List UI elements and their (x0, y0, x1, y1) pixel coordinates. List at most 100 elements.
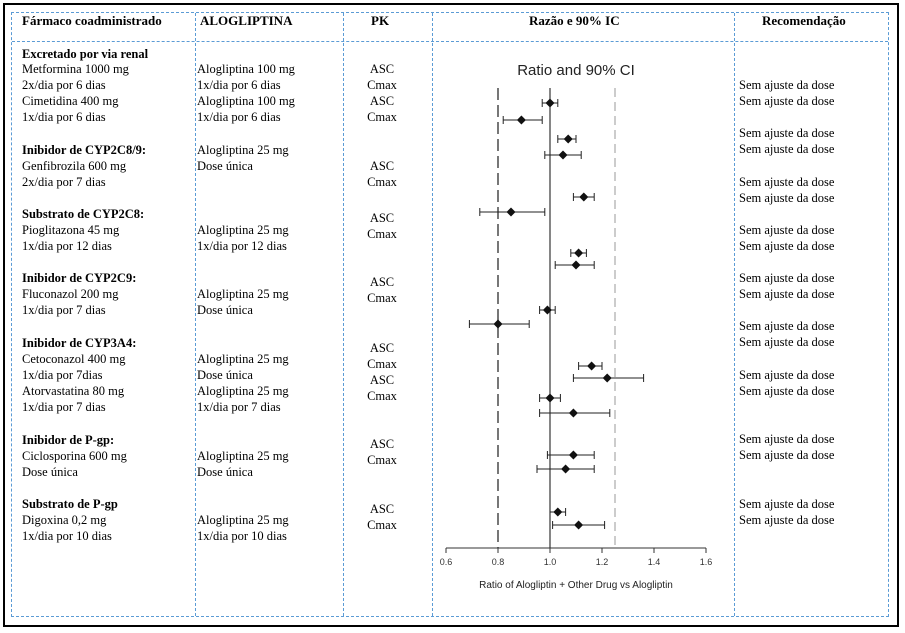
pk-cell: ASC (369, 94, 395, 108)
ci-marker (539, 393, 561, 403)
x-axis-label: Ratio of Alogliptin + Other Drug vs Alog… (479, 580, 673, 591)
recommendation-cell: Sem ajuste da dose (739, 287, 835, 301)
alogliptin-cell: Dose única (197, 368, 253, 382)
ci-marker (578, 361, 603, 371)
x-tick-label: 1.6 (700, 557, 713, 567)
pk-cell: Cmax (367, 518, 397, 532)
recommendation-cell: Sem ajuste da dose (739, 126, 835, 140)
point-estimate (574, 520, 584, 530)
pk-cell: Cmax (367, 291, 397, 305)
drug-cell: Fluconazol 200 mg (22, 287, 119, 301)
recommendation-cell: Sem ajuste da dose (739, 335, 835, 349)
alogliptin-cell: 1x/dia por 6 dias (197, 110, 281, 124)
drug-cell: Cetoconazol 400 mg (22, 352, 126, 366)
recommendation-cell: Sem ajuste da dose (739, 432, 835, 446)
pk-cell: ASC (369, 275, 395, 289)
recommendation-cell: Sem ajuste da dose (739, 448, 835, 462)
pk-cell: ASC (369, 341, 395, 355)
ci-marker (554, 260, 595, 270)
alogliptin-cell: Alogliptina 25 mg (197, 287, 289, 301)
drug-cell: 1x/dia por 12 dias (22, 239, 112, 253)
column-divider (343, 13, 344, 616)
header-coadministered-drug: Fármaco coadministrado (22, 13, 162, 28)
recommendation-cell: Sem ajuste da dose (739, 368, 835, 382)
alogliptin-cell: Dose única (197, 159, 253, 173)
x-tick-label: 1.4 (648, 557, 661, 567)
recommendation-cell: Sem ajuste da dose (739, 513, 835, 527)
drug-cell: 1x/dia por 10 dias (22, 529, 112, 543)
drug-cell: Pioglitazona 45 mg (22, 223, 120, 237)
group-title: Inibidor de CYP2C8/9: (22, 143, 147, 157)
drug-cell: 1x/dia por 7 dias (22, 303, 106, 317)
recommendation-cell: Sem ajuste da dose (739, 175, 835, 189)
ci-marker (552, 520, 606, 530)
header-pk: PK (371, 13, 390, 28)
group-title: Excretado por via renal (22, 47, 149, 61)
point-estimate (493, 319, 503, 329)
drug-cell: Metformina 1000 mg (22, 62, 129, 76)
ci-marker (557, 134, 577, 144)
alogliptin-cell: 1x/dia por 12 dias (197, 239, 287, 253)
drug-cell: 1x/dia por 7dias (22, 368, 103, 382)
x-tick-label: 1.0 (544, 557, 557, 567)
recommendation-cell: Sem ajuste da dose (739, 239, 835, 253)
alogliptin-cell: 1x/dia por 6 dias (197, 78, 281, 92)
ci-marker (572, 192, 595, 202)
ci-marker (549, 507, 567, 517)
group-title: Substrato de P-gp (22, 497, 118, 511)
header-ratio-ci: Razão e 90% IC (529, 13, 620, 28)
recommendation-cell: Sem ajuste da dose (739, 223, 835, 237)
point-estimate (563, 134, 573, 144)
recommendation-cell: Sem ajuste da dose (739, 191, 835, 205)
pk-cell: ASC (369, 159, 395, 173)
column-divider (195, 13, 196, 616)
column-divider (734, 13, 735, 616)
pk-cell: ASC (369, 437, 395, 451)
point-estimate (571, 260, 581, 270)
ci-marker (539, 305, 556, 315)
recommendation-cell: Sem ajuste da dose (739, 78, 835, 92)
alogliptin-cell: Dose única (197, 303, 253, 317)
alogliptin-cell: Alogliptina 25 mg (197, 384, 289, 398)
pk-cell: Cmax (367, 110, 397, 124)
chart-title: Ratio and 90% CI (517, 62, 635, 79)
alogliptin-cell: Alogliptina 25 mg (197, 513, 289, 527)
drug-cell: 2x/dia por 6 dias (22, 78, 106, 92)
point-estimate (574, 248, 584, 258)
header-recommendation: Recomendação (762, 13, 846, 28)
alogliptin-cell: Alogliptina 25 mg (197, 143, 289, 157)
pk-cell: ASC (369, 211, 395, 225)
point-estimate (568, 408, 578, 418)
alogliptin-cell: 1x/dia por 7 dias (197, 400, 281, 414)
point-estimate (561, 464, 571, 474)
drug-cell: Ciclosporina 600 mg (22, 449, 127, 463)
alogliptin-cell: Alogliptina 25 mg (197, 352, 289, 366)
point-estimate (587, 361, 597, 371)
ci-marker (502, 115, 543, 125)
ci-marker (479, 207, 546, 217)
header-alogliptin: ALOGLIPTINA (200, 13, 293, 28)
point-estimate (542, 305, 552, 315)
column-divider (432, 13, 433, 616)
pk-cell: Cmax (367, 175, 397, 189)
pk-cell: ASC (369, 502, 395, 516)
drug-cell: 2x/dia por 7 dias (22, 175, 106, 189)
recommendation-cell: Sem ajuste da dose (739, 142, 835, 156)
pk-cell: Cmax (367, 227, 397, 241)
alogliptin-cell: 1x/dia por 10 dias (197, 529, 287, 543)
drug-cell: Digoxina 0,2 mg (22, 513, 107, 527)
pk-cell: ASC (369, 373, 395, 387)
point-estimate (568, 450, 578, 460)
alogliptin-cell: Dose única (197, 465, 253, 479)
point-estimate (553, 507, 563, 517)
point-estimate (579, 192, 589, 202)
point-estimate (545, 98, 555, 108)
pk-cell: Cmax (367, 453, 397, 467)
alogliptin-cell: Alogliptina 100 mg (197, 62, 295, 76)
page-frame (3, 3, 899, 627)
point-estimate (506, 207, 516, 217)
x-tick-label: 1.2 (596, 557, 609, 567)
ci-marker (572, 373, 645, 383)
drug-cell: Atorvastatina 80 mg (22, 384, 125, 398)
recommendation-cell: Sem ajuste da dose (739, 94, 835, 108)
